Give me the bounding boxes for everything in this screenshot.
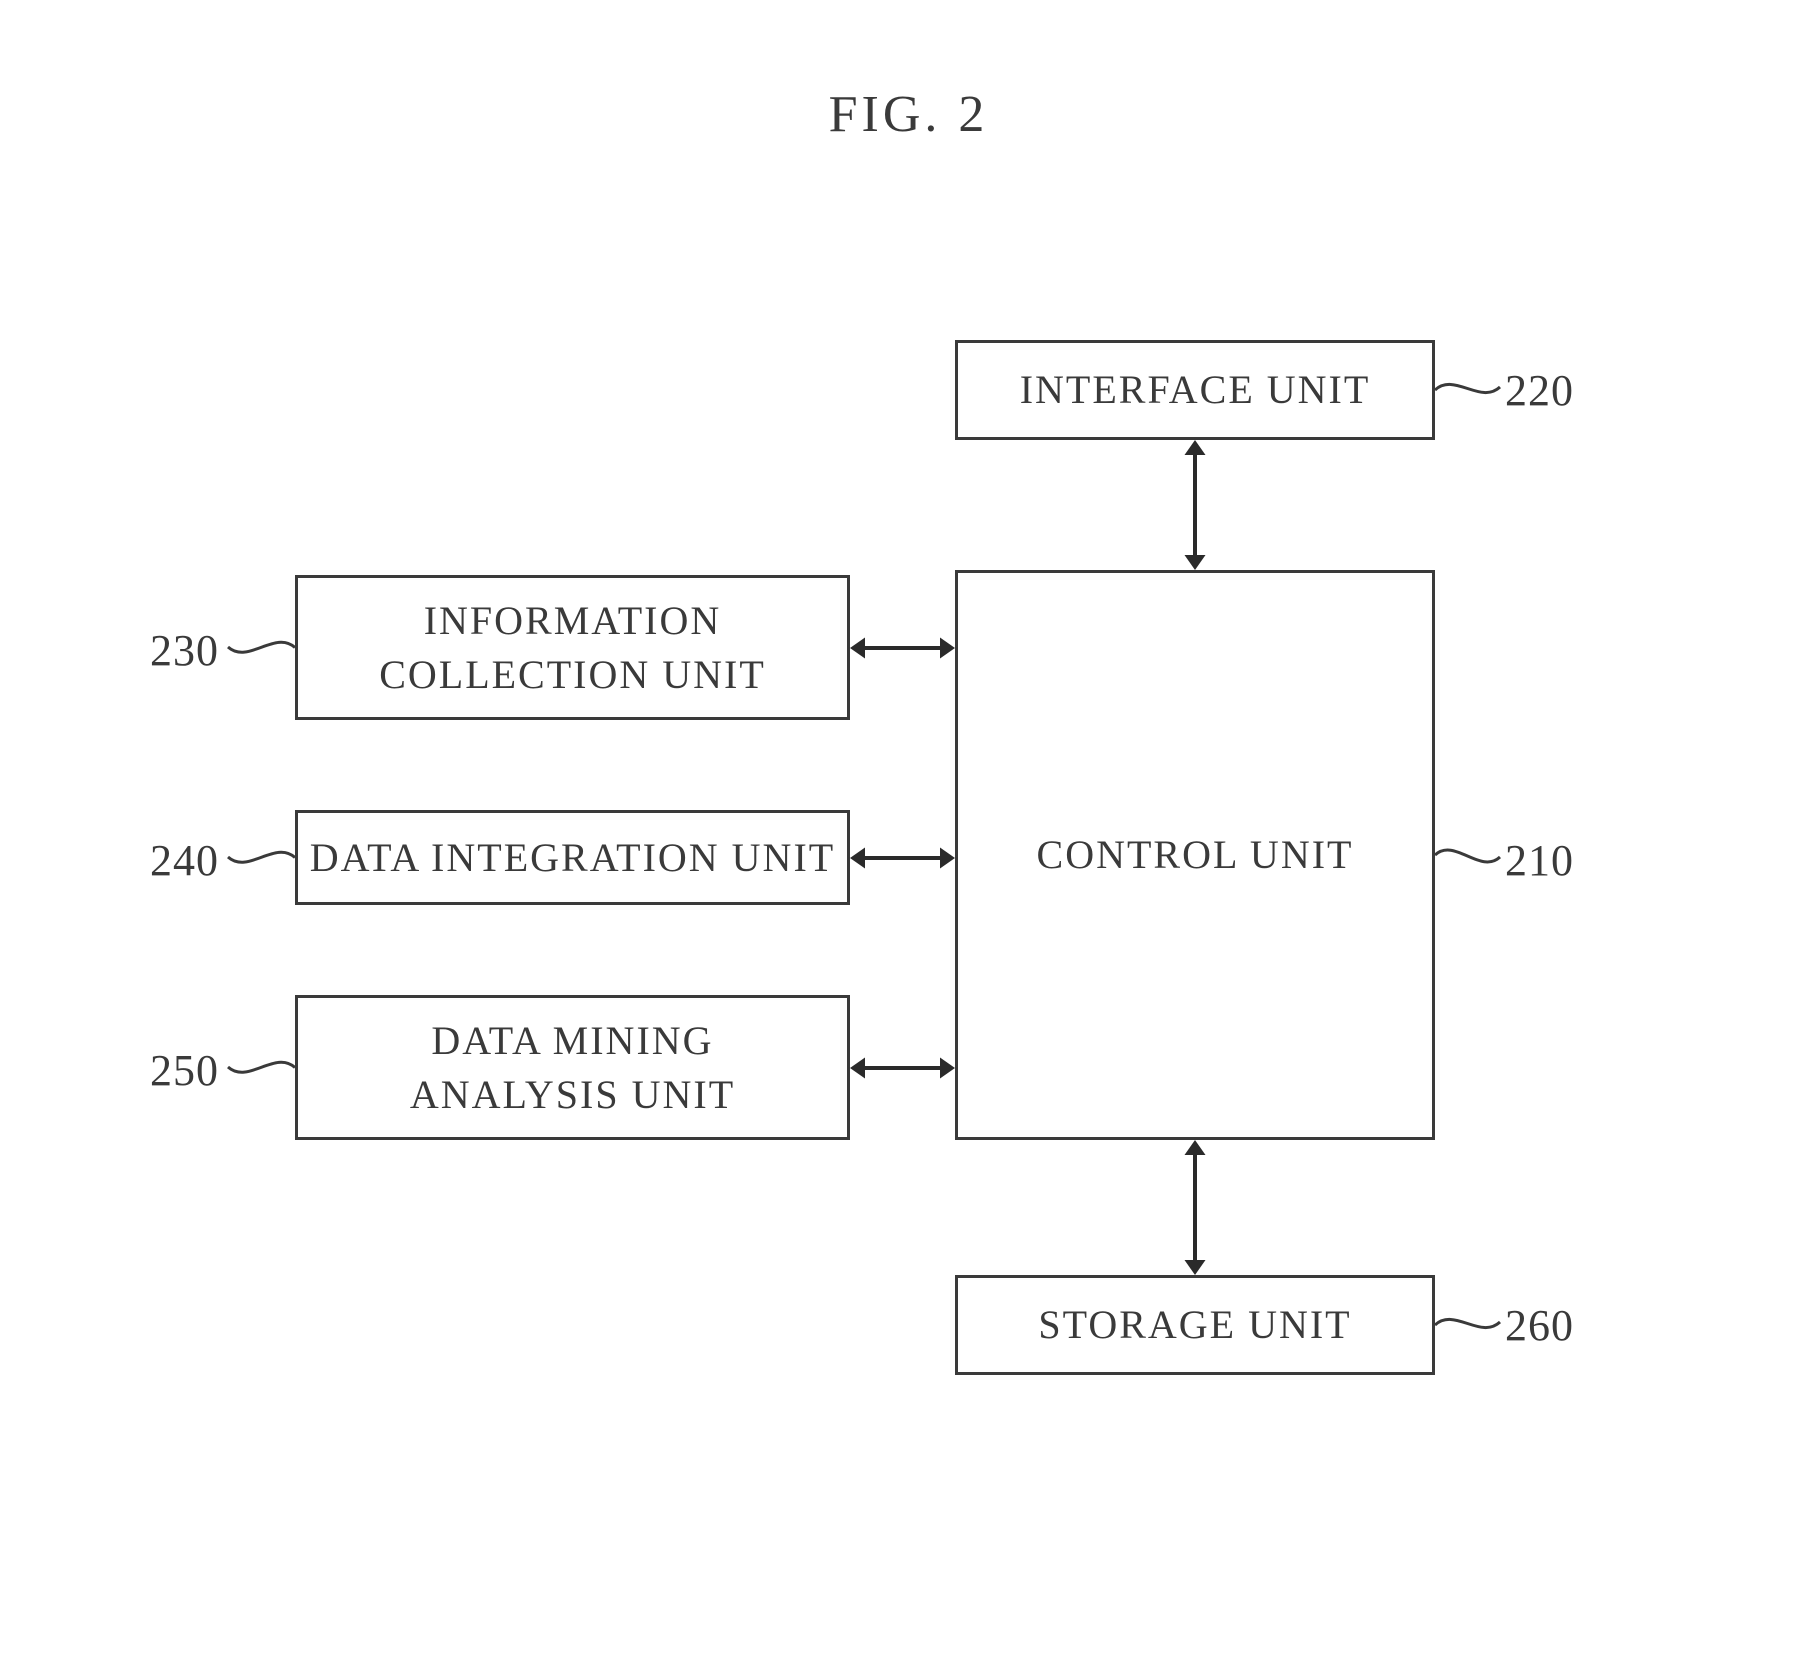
ref-250: 250	[150, 1045, 219, 1096]
data-mining-label: DATA MINING ANALYSIS UNIT	[410, 1014, 735, 1122]
ref-260: 260	[1505, 1300, 1574, 1351]
ref-210: 210	[1505, 835, 1574, 886]
tick-mark-icon	[1425, 830, 1510, 880]
figure-title: FIG. 2	[829, 85, 989, 144]
tick-mark-icon	[218, 1042, 305, 1092]
ref-220: 220	[1505, 365, 1574, 416]
data-mining-block: DATA MINING ANALYSIS UNIT	[295, 995, 850, 1140]
double-arrow-icon	[833, 1051, 972, 1085]
interface-unit-label: INTERFACE UNIT	[1020, 363, 1371, 417]
ref-240: 240	[150, 835, 219, 886]
double-arrow-icon	[833, 631, 972, 665]
double-arrow-icon	[833, 841, 972, 875]
tick-mark-icon	[1425, 362, 1510, 412]
data-integration-label: DATA INTEGRATION UNIT	[310, 831, 835, 885]
data-integration-block: DATA INTEGRATION UNIT	[295, 810, 850, 905]
control-unit-block: CONTROL UNIT	[955, 570, 1435, 1140]
information-collection-label: INFORMATION COLLECTION UNIT	[379, 594, 766, 702]
information-collection-block: INFORMATION COLLECTION UNIT	[295, 575, 850, 720]
ref-230: 230	[150, 625, 219, 676]
tick-mark-icon	[218, 832, 305, 882]
storage-unit-label: STORAGE UNIT	[1038, 1298, 1351, 1352]
tick-mark-icon	[218, 622, 305, 672]
control-unit-label: CONTROL UNIT	[1037, 828, 1354, 882]
double-arrow-icon	[1178, 423, 1212, 587]
double-arrow-icon	[1178, 1123, 1212, 1292]
tick-mark-icon	[1425, 1297, 1510, 1347]
